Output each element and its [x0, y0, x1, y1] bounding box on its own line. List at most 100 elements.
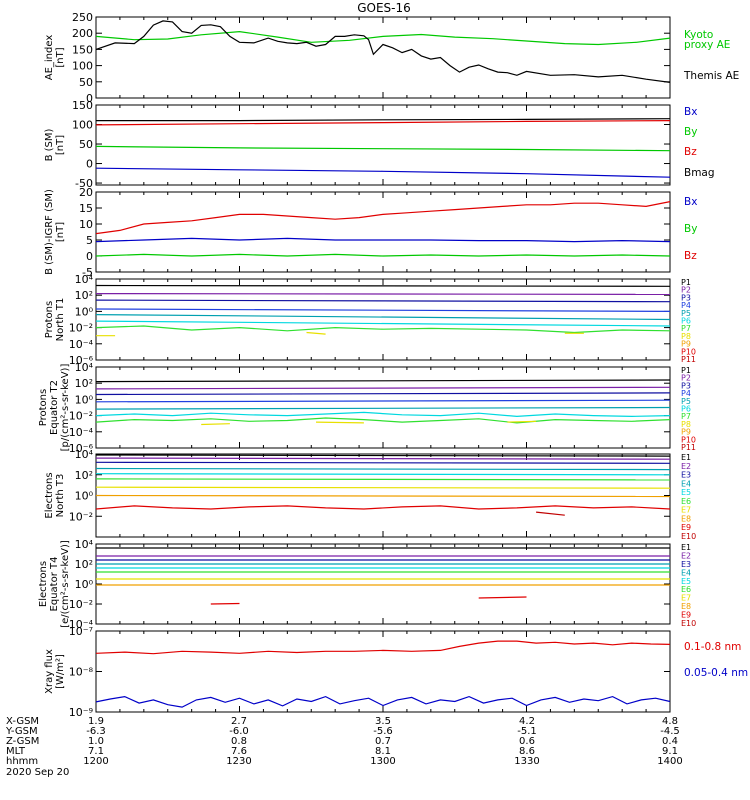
y-tick-label: 250	[72, 11, 93, 24]
series-line-p5	[95, 314, 671, 321]
y-tick-label: 150	[72, 43, 93, 56]
series-line-p1	[95, 379, 671, 383]
series-line-0-1-0-8-nm	[95, 640, 671, 655]
x-axis-row-label: MLT	[6, 746, 26, 757]
legend-label: E10	[681, 619, 696, 628]
y-tick-label: -50	[75, 177, 93, 190]
series-line-e9	[95, 505, 671, 510]
panel-2-frame	[95, 104, 671, 186]
series-line-themis-ae	[95, 20, 671, 83]
y-tick-label: 10⁰	[75, 490, 94, 503]
legend-label: Themis AE	[683, 70, 739, 82]
y-tick-label: 50	[79, 76, 93, 89]
x-axis-row-value: 0.4	[662, 736, 678, 747]
legend-label: P8	[681, 332, 691, 341]
legend-label: E7	[681, 594, 691, 603]
legend-label: E3	[681, 560, 691, 569]
x-axis-row-value: 1230	[226, 756, 251, 767]
legend-label: E9	[681, 611, 691, 620]
legend-label: P2	[681, 374, 691, 383]
y-tick-label: 20	[79, 186, 93, 199]
legend-label: E2	[681, 551, 691, 560]
series-line-0-05-0-4-nm	[95, 695, 671, 708]
legend-label: 0.05-0.4 nm	[684, 667, 748, 679]
series-line-p8b	[315, 421, 364, 424]
series-line-p3	[95, 392, 671, 396]
y-tick-label: 10⁻⁹	[69, 706, 93, 719]
y-tick-label: 10⁻⁴	[69, 426, 94, 439]
x-axis-row-value: 3.5	[375, 716, 391, 727]
y-tick-label: 10⁻⁷	[69, 625, 93, 638]
legend-label: 0.1-0.8 nm	[684, 641, 741, 653]
y-axis-label: Protons	[44, 301, 55, 338]
series-line-p8	[201, 423, 230, 426]
series-line-p7	[95, 325, 671, 334]
x-axis-row-value: 1330	[514, 756, 539, 767]
series-line-e1	[95, 454, 671, 457]
y-tick-label: 10²	[75, 558, 93, 571]
y-axis-label: North T3	[55, 474, 66, 518]
legend-label: E6	[681, 585, 691, 594]
x-axis-row-value: -5.1	[517, 726, 537, 737]
legend-label: E3	[681, 471, 691, 480]
series-line-e5	[95, 473, 671, 476]
legend-label: P6	[681, 317, 691, 326]
series-line-e7	[95, 486, 671, 489]
legend-label: By	[684, 126, 697, 138]
x-axis-row-value: 8.1	[375, 746, 391, 757]
x-axis-row-label: Y-GSM	[5, 726, 38, 737]
y-tick-label: 10⁻⁶	[69, 442, 94, 455]
y-axis-label: [nT]	[55, 222, 66, 242]
series-line-kyoto-proxy-ae	[95, 30, 671, 46]
panel-4-frame	[95, 278, 671, 361]
legend-label: P9	[681, 428, 691, 437]
y-tick-label: 10⁴	[75, 538, 94, 551]
x-axis-row-value: 1200	[83, 756, 108, 767]
x-axis-row-value: 9.1	[662, 746, 678, 757]
legend-label: P4	[681, 389, 691, 398]
y-tick-label: 10⁰	[75, 578, 94, 591]
legend-label: E6	[681, 497, 691, 506]
series-line-e9	[210, 602, 240, 605]
y-tick-label: 10⁰	[75, 393, 94, 406]
series-line-p5	[95, 406, 671, 410]
y-tick-label: 10²	[75, 469, 93, 482]
legend-label: P6	[681, 405, 691, 414]
y-tick-label: 5	[86, 234, 93, 247]
y-axis-label: Equator T2	[49, 380, 60, 435]
legend-label: P1	[681, 366, 691, 375]
y-tick-label: 100	[72, 60, 93, 73]
y-tick-label: 10⁻²	[69, 510, 93, 523]
y-tick-label: 50	[79, 138, 93, 151]
panel-1-frame	[95, 16, 671, 99]
y-tick-label: 10⁻²	[69, 410, 93, 423]
y-axis-label: North T1	[55, 298, 66, 342]
series-line-e8	[95, 494, 671, 498]
x-axis-row-value: 4.8	[662, 716, 678, 727]
x-axis-row-value: 0.7	[375, 736, 391, 747]
series-line-by	[95, 145, 671, 152]
x-axis-row-value: 8.6	[519, 746, 535, 757]
series-line-e3	[95, 461, 671, 464]
series-line-p4	[95, 308, 671, 312]
series-line-e9b	[478, 596, 527, 599]
legend-label: Kyoto	[684, 29, 713, 41]
series-line-p8c	[507, 420, 537, 423]
series-line-e2	[95, 457, 671, 460]
legend-label: P11	[681, 355, 696, 364]
y-axis-label: Electrons	[44, 472, 55, 518]
legend-label: E5	[681, 488, 691, 497]
y-tick-label: 10⁻⁸	[69, 666, 94, 679]
legend-label: By	[684, 223, 697, 235]
x-axis-row-label: hhmm	[6, 756, 38, 767]
x-axis-row-value: 0.8	[231, 736, 247, 747]
legend-label: E4	[681, 568, 691, 577]
series-line-bz	[95, 201, 671, 235]
y-tick-label: 10⁻²	[69, 598, 93, 611]
series-line-p2	[95, 386, 671, 390]
series-line-bmag	[96, 118, 671, 122]
legend-label: Bz	[684, 250, 697, 262]
y-tick-label: 10⁰	[75, 305, 94, 318]
legend-label: Bx	[684, 196, 697, 208]
